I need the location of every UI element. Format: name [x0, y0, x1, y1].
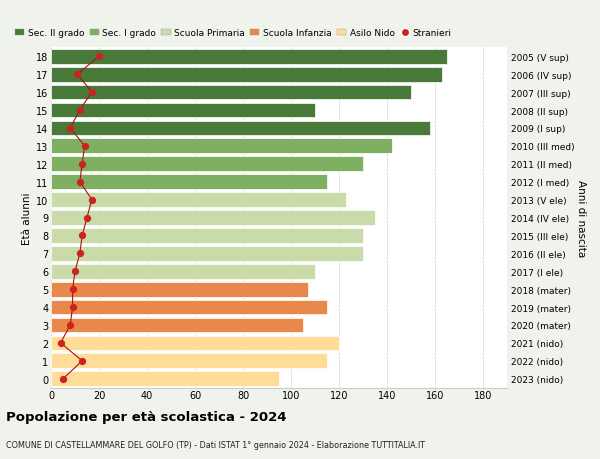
- Point: [80, 143, 89, 150]
- Bar: [51, 229, 363, 243]
- Point: [68, 304, 77, 311]
- Point: [58, 375, 68, 383]
- Text: Popolazione per età scolastica - 2024: Popolazione per età scolastica - 2024: [6, 410, 287, 423]
- Point: [82, 214, 92, 222]
- Bar: [51, 372, 279, 386]
- Point: [75, 250, 85, 257]
- Bar: [51, 282, 308, 297]
- Point: [65, 322, 75, 329]
- Point: [87, 89, 97, 96]
- Bar: [51, 264, 315, 279]
- Legend: Sec. II grado, Sec. I grado, Scuola Primaria, Scuola Infanzia, Asilo Nido, Stran: Sec. II grado, Sec. I grado, Scuola Prim…: [11, 25, 455, 41]
- Bar: [51, 336, 339, 351]
- Bar: [51, 85, 411, 100]
- Point: [77, 161, 87, 168]
- Point: [65, 125, 75, 132]
- Bar: [51, 318, 303, 333]
- Bar: [51, 121, 430, 136]
- Bar: [51, 50, 447, 64]
- Point: [75, 107, 85, 114]
- Bar: [51, 157, 363, 172]
- Y-axis label: Età alunni: Età alunni: [22, 192, 32, 244]
- Point: [87, 196, 97, 204]
- Point: [94, 53, 104, 61]
- Bar: [51, 300, 327, 315]
- Point: [68, 286, 77, 293]
- Point: [56, 340, 65, 347]
- Bar: [51, 103, 315, 118]
- Point: [73, 71, 82, 78]
- Bar: [51, 211, 375, 225]
- Bar: [51, 67, 442, 82]
- Point: [77, 358, 87, 365]
- Y-axis label: Anni di nascita: Anni di nascita: [576, 179, 586, 257]
- Point: [75, 179, 85, 186]
- Bar: [51, 246, 363, 261]
- Point: [70, 268, 80, 275]
- Text: COMUNE DI CASTELLAMMARE DEL GOLFO (TP) - Dati ISTAT 1° gennaio 2024 - Elaborazio: COMUNE DI CASTELLAMMARE DEL GOLFO (TP) -…: [6, 441, 425, 449]
- Point: [77, 232, 87, 240]
- Bar: [51, 139, 392, 154]
- Bar: [51, 175, 327, 190]
- Bar: [51, 193, 346, 207]
- Bar: [51, 354, 327, 369]
